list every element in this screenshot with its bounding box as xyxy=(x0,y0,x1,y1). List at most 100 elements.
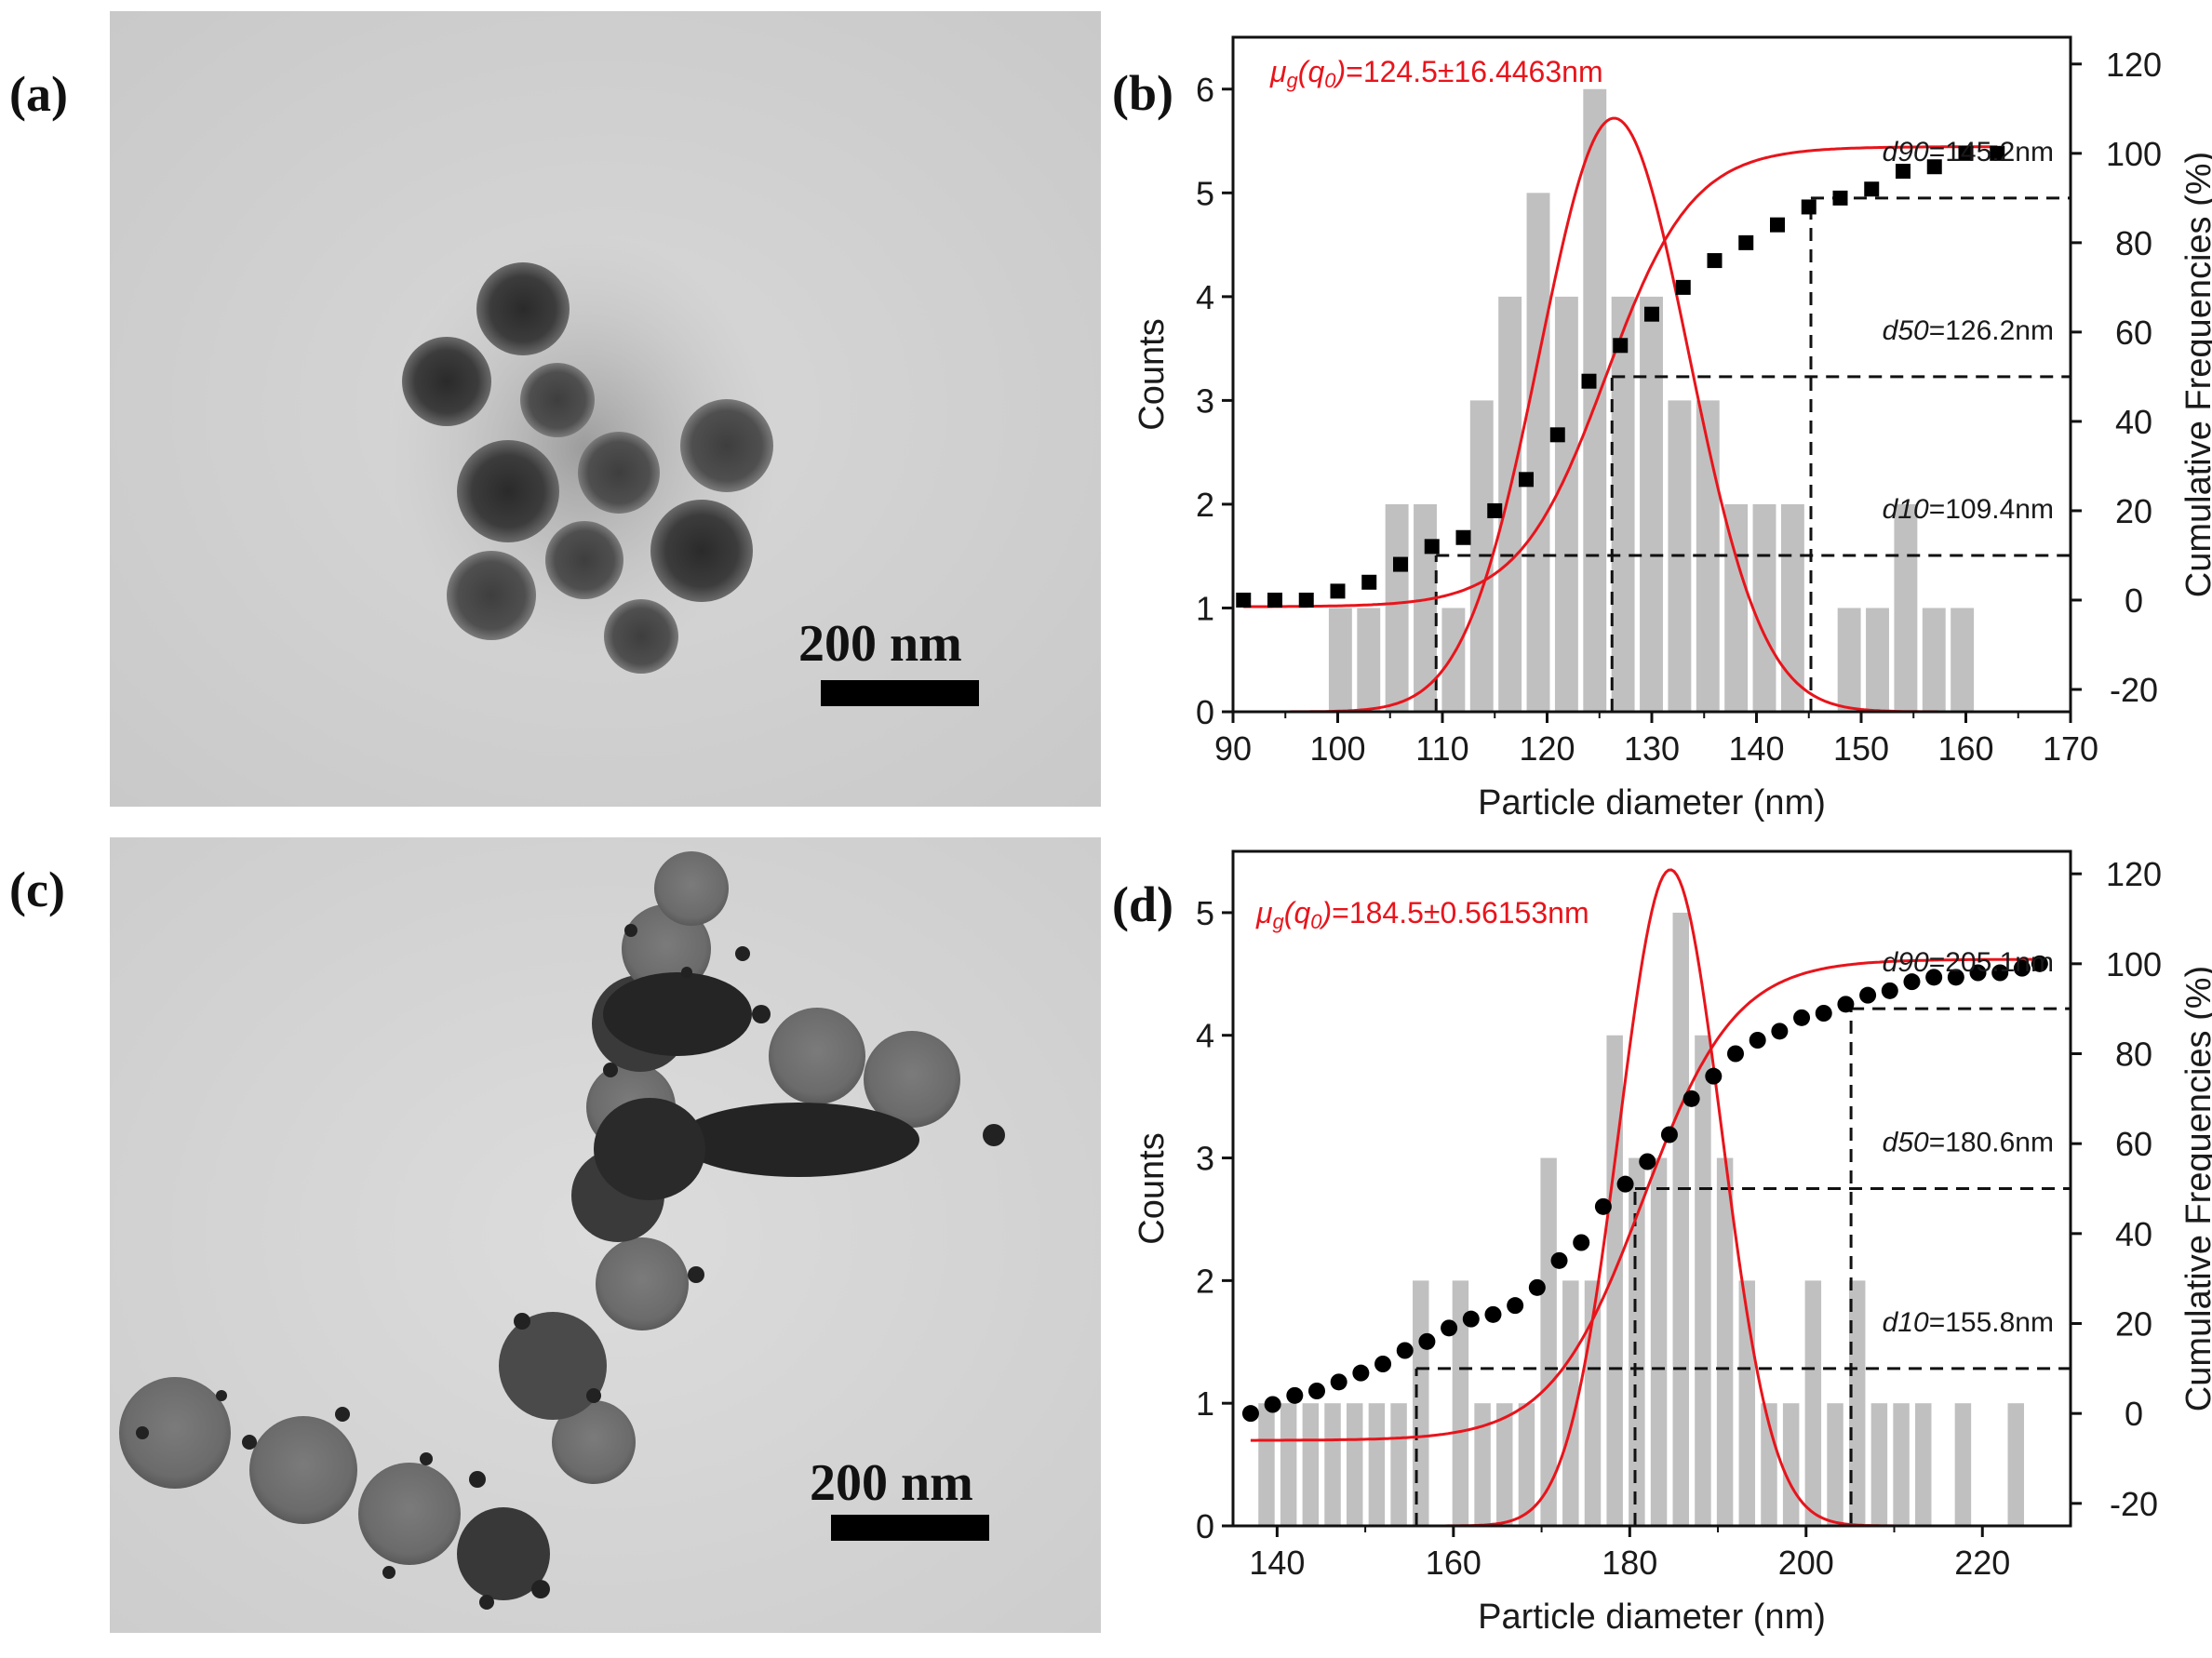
histogram-bar xyxy=(1922,608,1946,712)
tem-image-a xyxy=(110,11,1101,807)
cumulative-point xyxy=(1660,1126,1678,1143)
percentile-label: d10=155.8nm xyxy=(1883,1307,2054,1338)
fit-label-mu: μ xyxy=(1255,896,1273,929)
cumulative-point xyxy=(1330,1373,1347,1391)
cumulative-point xyxy=(1374,1356,1392,1372)
y-tick-label: 0 xyxy=(1196,1507,1214,1545)
cumulative-point xyxy=(1236,592,1252,608)
cumulative-point xyxy=(1947,969,1964,986)
histogram-bar xyxy=(1302,1403,1320,1526)
cumulative-point xyxy=(1793,1009,1811,1026)
percentile-value: =155.8nm xyxy=(1929,1307,2054,1338)
cumulative-point xyxy=(1616,1175,1634,1193)
fit-label-value: =124.5±16.4463nm xyxy=(1346,55,1602,88)
fit-label-mu: μ xyxy=(1269,55,1287,88)
chart-d: (d) 140 160 180 200 220 0 1 2 3 4 5 -20 0 20 40 60 80 100… xyxy=(1098,819,2212,1656)
fit-label-close: ) xyxy=(1318,896,1332,929)
histogram-bar xyxy=(1346,1403,1363,1526)
cumulative-point xyxy=(1903,973,1921,991)
x-tick-label: 130 xyxy=(1624,729,1680,768)
y2-tick-label: 0 xyxy=(2125,1395,2143,1433)
cumulative-point xyxy=(1644,306,1659,322)
percentile-name: d10 xyxy=(1883,494,1929,525)
x-tick-label: 220 xyxy=(1954,1544,2010,1582)
x-tick-label: 150 xyxy=(1833,729,1889,768)
cumulative-point xyxy=(1832,190,1848,206)
cumulative-point xyxy=(1455,529,1471,545)
cumulative-point xyxy=(1749,1032,1766,1049)
cumulative-point xyxy=(1519,472,1534,488)
x-tick-label: 160 xyxy=(1937,729,1993,768)
histogram-bar xyxy=(1496,1403,1513,1526)
cumulative-point xyxy=(1528,1278,1546,1296)
fit-label-sub0: 0 xyxy=(1310,910,1322,933)
percentile-name: d90 xyxy=(1883,137,1929,167)
tem-image-a-graphic xyxy=(110,11,1101,807)
histogram-bar xyxy=(1258,1403,1275,1526)
percentile-value: =145.2nm xyxy=(1929,137,2054,167)
x-tick-label: 120 xyxy=(1519,729,1575,768)
cumulative-point xyxy=(1815,1005,1832,1022)
y-tick-label: 0 xyxy=(1196,693,1214,731)
panel-label-a: (a) xyxy=(9,66,68,122)
y-tick-label: 4 xyxy=(1196,1017,1214,1055)
x-tick-label: 140 xyxy=(1249,1544,1305,1582)
x-tick-label: 90 xyxy=(1214,729,1252,768)
cumulative-point xyxy=(1573,1234,1590,1251)
cumulative-point xyxy=(1801,199,1817,215)
x-tick-label: 170 xyxy=(2043,729,2098,768)
histogram-bar xyxy=(1866,608,1889,712)
histogram-bar xyxy=(1390,1403,1407,1526)
cumulative-point xyxy=(1613,338,1629,354)
cumulative-point xyxy=(1707,253,1723,269)
cumulative-point xyxy=(1267,592,1282,608)
y-tick-label: 3 xyxy=(1196,381,1214,420)
histogram-bar xyxy=(1413,1280,1429,1526)
histogram-bar xyxy=(1540,1157,1557,1526)
y2-tick-label: 80 xyxy=(2115,224,2152,262)
cumulative-point xyxy=(1896,164,1910,180)
y2-tick-label: -20 xyxy=(2110,671,2158,709)
cumulative-point xyxy=(1462,1310,1480,1328)
histogram-bar xyxy=(1441,608,1466,712)
histogram-bar xyxy=(1357,608,1381,712)
x-tick-label: 180 xyxy=(1602,1544,1657,1582)
fit-label-open: (q xyxy=(1284,896,1311,929)
y-tick-label: 6 xyxy=(1196,71,1214,109)
fit-label-sub: g xyxy=(1287,69,1299,92)
percentile-label: d90=145.2nm xyxy=(1883,137,2054,167)
cumulative-point xyxy=(2031,955,2048,972)
panel-label-c: (c) xyxy=(9,862,65,917)
scale-label-a: 200 nm xyxy=(798,615,962,673)
histogram-bar xyxy=(1954,1403,1972,1526)
histogram-bar xyxy=(1716,1157,1734,1526)
x-tick-label: 140 xyxy=(1728,729,1784,768)
cumulative-point xyxy=(1594,1197,1612,1215)
histogram-bar xyxy=(1870,1403,1888,1526)
panel-label-d: (d) xyxy=(1112,876,1173,932)
cumulative-point xyxy=(1581,373,1597,389)
cumulative-point xyxy=(2013,959,2031,977)
histogram-bar xyxy=(1324,1403,1341,1526)
cumulative-point xyxy=(1487,502,1503,518)
chart-d-svg: (d) 140 160 180 200 220 0 1 2 3 4 5 -20 0 20 40 60 80 100… xyxy=(1112,849,2212,1637)
cumulative-point xyxy=(1286,1386,1304,1404)
histogram-bar xyxy=(1498,296,1522,712)
cumulative-point xyxy=(1837,996,1855,1013)
cumulative-point xyxy=(1393,556,1408,572)
histogram-bar xyxy=(1724,503,1749,712)
percentile-label: d50=180.6nm xyxy=(1883,1128,2054,1158)
cumulative-point xyxy=(1958,145,1974,161)
percentile-label: d90=205.1nm xyxy=(1883,947,2054,978)
histogram-bar xyxy=(1837,608,1861,712)
cumulative-point xyxy=(1639,1153,1656,1170)
cumulative-point xyxy=(1738,234,1754,250)
histogram-bar xyxy=(1804,1280,1822,1526)
x-tick-label: 160 xyxy=(1426,1544,1481,1582)
percentile-name: d50 xyxy=(1883,1128,1929,1158)
cumulative-point xyxy=(1771,1023,1789,1040)
x-tick-label: 200 xyxy=(1778,1544,1834,1582)
histogram-bar xyxy=(1368,1403,1386,1526)
histogram-bar xyxy=(1452,1280,1469,1526)
cumulative-point xyxy=(1969,964,1987,982)
